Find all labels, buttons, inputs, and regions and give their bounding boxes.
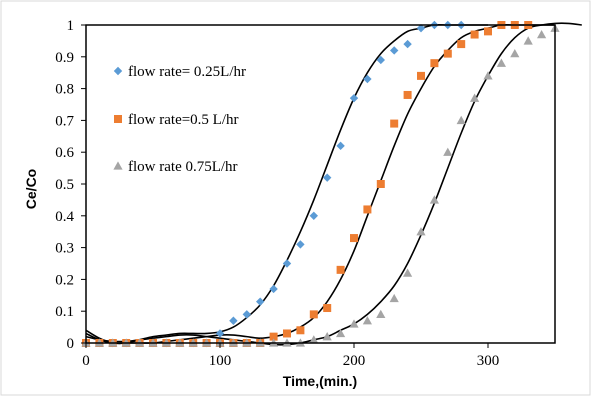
series-2-point bbox=[403, 90, 412, 99]
series-1-point bbox=[349, 93, 359, 103]
y-tick-label: 0.3 bbox=[55, 241, 74, 257]
series-3-point bbox=[403, 268, 413, 277]
series-3-point bbox=[456, 115, 466, 125]
legend-label-2: flow rate=0.5 L/hr bbox=[128, 112, 239, 128]
y-tick-label: 0.2 bbox=[55, 272, 74, 288]
series-1-point bbox=[229, 316, 238, 325]
series-3-point bbox=[349, 319, 359, 328]
series-3-point bbox=[496, 58, 506, 67]
series-3-point bbox=[523, 36, 533, 45]
x-tick-label: 0 bbox=[82, 353, 90, 369]
series-2-point bbox=[336, 265, 345, 274]
y-tick-label: 0.8 bbox=[55, 82, 74, 98]
x-tick-label: 100 bbox=[209, 353, 232, 369]
series-1-point bbox=[416, 23, 426, 33]
series-2-point bbox=[363, 205, 372, 214]
series-2-point bbox=[296, 326, 305, 335]
series-3-point bbox=[483, 71, 493, 80]
series-1-point bbox=[309, 211, 318, 220]
series-1-point bbox=[269, 284, 278, 294]
series-3-point bbox=[429, 195, 439, 204]
y-tick-label: 1 bbox=[67, 18, 75, 34]
series-3-point bbox=[376, 309, 386, 319]
y-tick-label: 0.9 bbox=[55, 50, 74, 66]
series-2-point bbox=[376, 180, 385, 188]
series-1-point bbox=[390, 46, 399, 55]
series-1-point bbox=[336, 141, 345, 151]
y-axis-title: Ce/Co bbox=[23, 169, 39, 209]
series-3-point bbox=[309, 335, 319, 344]
series-1-point bbox=[256, 297, 265, 306]
series-2-point bbox=[457, 40, 466, 49]
series-2-point bbox=[484, 27, 492, 36]
series-3-point bbox=[322, 332, 332, 341]
series-2-point bbox=[430, 59, 439, 68]
series-2-point bbox=[323, 304, 332, 313]
series-2-point bbox=[309, 310, 318, 319]
legend-label-1: flow rate= 0.25L/hr bbox=[128, 64, 246, 80]
legend-label-3: flow rate 0.75L/hr bbox=[128, 159, 238, 175]
series-3-point bbox=[510, 49, 520, 58]
fit-curve-3 bbox=[85, 22, 582, 346]
series-2-point bbox=[283, 329, 291, 338]
series-1-point bbox=[363, 74, 372, 84]
series-2-point bbox=[269, 332, 278, 341]
series-3-point bbox=[537, 29, 547, 39]
y-tick-label: 0.5 bbox=[55, 177, 74, 193]
x-tick-label: 200 bbox=[343, 353, 366, 369]
series-3-point bbox=[443, 147, 453, 156]
series-1-point bbox=[296, 240, 305, 249]
series-1-point bbox=[242, 310, 251, 319]
legend: flow rate= 0.25L/hr flow rate=0.5 L/hr flo… bbox=[113, 64, 246, 175]
series-1-point bbox=[376, 55, 385, 65]
legend-marker-1 bbox=[113, 66, 123, 76]
series-2-point bbox=[390, 119, 399, 128]
series-2-point bbox=[350, 234, 358, 243]
series-1-point bbox=[323, 173, 332, 182]
y-tick-label: 0.4 bbox=[55, 209, 74, 225]
legend-marker-2 bbox=[114, 115, 122, 123]
series-3-point bbox=[362, 316, 372, 325]
series-2-point bbox=[443, 49, 452, 58]
y-tick-label: 0 bbox=[67, 336, 75, 352]
series-1-point bbox=[215, 329, 225, 338]
series-3-point bbox=[389, 293, 399, 303]
y-tick-label: 0.7 bbox=[55, 113, 74, 129]
y-tick-label: 0.6 bbox=[55, 145, 74, 161]
series-3-point bbox=[416, 227, 426, 236]
series-2-point bbox=[417, 71, 425, 80]
series-1-point bbox=[403, 39, 412, 49]
series-3-point bbox=[470, 93, 480, 102]
legend-marker-3 bbox=[113, 161, 123, 170]
series-2-point bbox=[470, 30, 479, 39]
x-axis-title: Time,(min.) bbox=[283, 373, 357, 389]
series-1-point bbox=[282, 259, 292, 268]
series-3-point bbox=[336, 328, 346, 338]
y-tick-label: 0.1 bbox=[55, 304, 74, 320]
x-tick-label: 300 bbox=[477, 353, 500, 369]
